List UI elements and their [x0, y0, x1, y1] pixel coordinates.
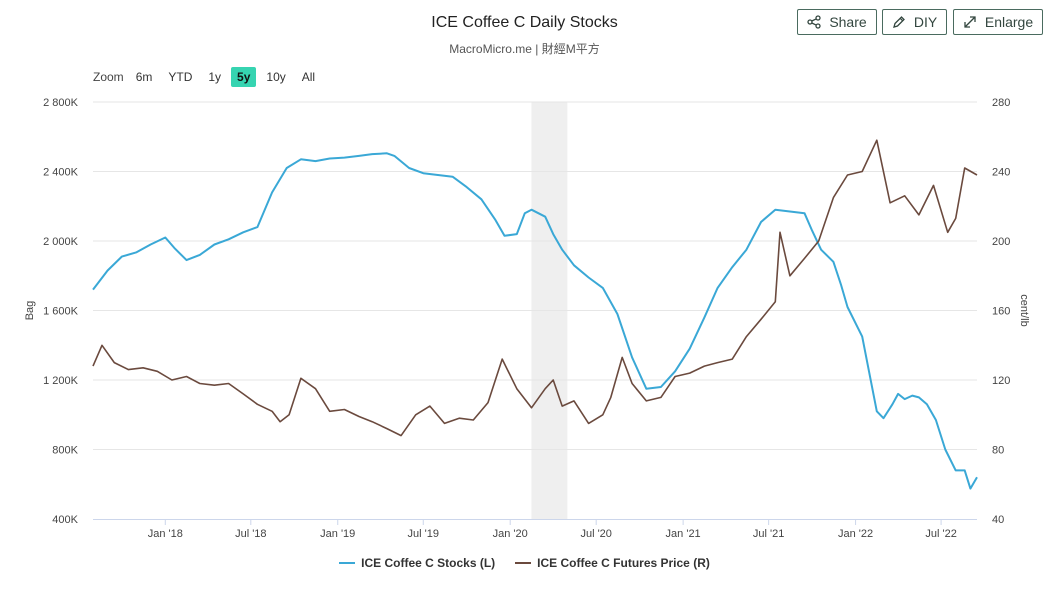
- series-line-price: [92, 139, 978, 437]
- share-button[interactable]: Share: [797, 9, 877, 35]
- y-right-tick-label: 160: [992, 306, 1010, 318]
- zoom-1y-button[interactable]: 1y: [208, 70, 222, 84]
- y-right-tick-label: 120: [992, 375, 1010, 387]
- chart-subtitle: MacroMicro.me | 財經M平方: [449, 42, 600, 56]
- x-tick-label: Jul '22: [925, 528, 956, 540]
- diy-button[interactable]: DIY: [882, 9, 947, 35]
- legend-swatch-price: [515, 562, 532, 564]
- chart-title: ICE Coffee C Daily Stocks: [431, 14, 618, 31]
- legend-item-price[interactable]: ICE Coffee C Futures Price (R): [515, 556, 710, 570]
- pencil-icon: [892, 16, 905, 28]
- y-left-tick-label: 2 800K: [43, 97, 79, 109]
- y-left-tick-label: 1 600K: [43, 306, 79, 318]
- y-left-axis-title: Bag: [24, 301, 36, 321]
- share-label: Share: [829, 14, 867, 30]
- y-right-tick-label: 40: [992, 514, 1004, 526]
- series-line-stocks: [92, 152, 978, 490]
- zoom-ytd-button[interactable]: YTD: [168, 70, 193, 84]
- x-tick-label: Jan '19: [320, 528, 355, 540]
- zoom-label: Zoom: [93, 70, 124, 84]
- x-tick-label: Jul '20: [580, 528, 611, 540]
- y-left-tick-label: 2 000K: [43, 236, 79, 248]
- diy-label: DIY: [913, 14, 938, 30]
- y-right-axis-title: cent/lb: [1018, 294, 1030, 326]
- legend-label-price: ICE Coffee C Futures Price (R): [537, 556, 710, 570]
- legend-label-stocks: ICE Coffee C Stocks (L): [361, 556, 496, 570]
- y-left-tick-label: 400K: [52, 514, 78, 526]
- x-tick-label: Jan '18: [148, 528, 183, 540]
- y-right-tick-label: 240: [992, 167, 1010, 179]
- x-tick-label: Jul '19: [408, 528, 439, 540]
- x-tick-label: Jul '21: [753, 528, 784, 540]
- legend-swatch-stocks: [339, 562, 356, 564]
- y-left-tick-label: 2 400K: [43, 167, 79, 179]
- x-tick-label: Jan '21: [666, 528, 701, 540]
- y-left-tick-label: 800K: [52, 445, 78, 457]
- y-left-tick-label: 1 200K: [43, 375, 79, 387]
- zoom-all-button[interactable]: All: [301, 70, 316, 84]
- share-icon: [807, 15, 821, 29]
- zoom-5y-button[interactable]: 5y: [231, 67, 257, 87]
- enlarge-label: Enlarge: [984, 14, 1034, 30]
- x-tick-label: Jan '20: [493, 528, 528, 540]
- zoom-6m-button[interactable]: 6m: [135, 70, 153, 84]
- zoom-10y-button[interactable]: 10y: [266, 70, 286, 84]
- y-right-tick-label: 200: [992, 236, 1010, 248]
- chart-legend: ICE Coffee C Stocks (L) ICE Coffee C Fut…: [0, 556, 1049, 570]
- x-tick-label: Jul '18: [235, 528, 266, 540]
- expand-icon: [964, 16, 976, 28]
- y-right-tick-label: 280: [992, 97, 1010, 109]
- legend-item-stocks[interactable]: ICE Coffee C Stocks (L): [339, 556, 495, 570]
- x-tick-label: Jan '22: [838, 528, 873, 540]
- y-right-tick-label: 80: [992, 445, 1004, 457]
- zoom-selector: Zoom 6m YTD 1y 5y 10y All: [93, 66, 325, 88]
- enlarge-button[interactable]: Enlarge: [953, 9, 1043, 35]
